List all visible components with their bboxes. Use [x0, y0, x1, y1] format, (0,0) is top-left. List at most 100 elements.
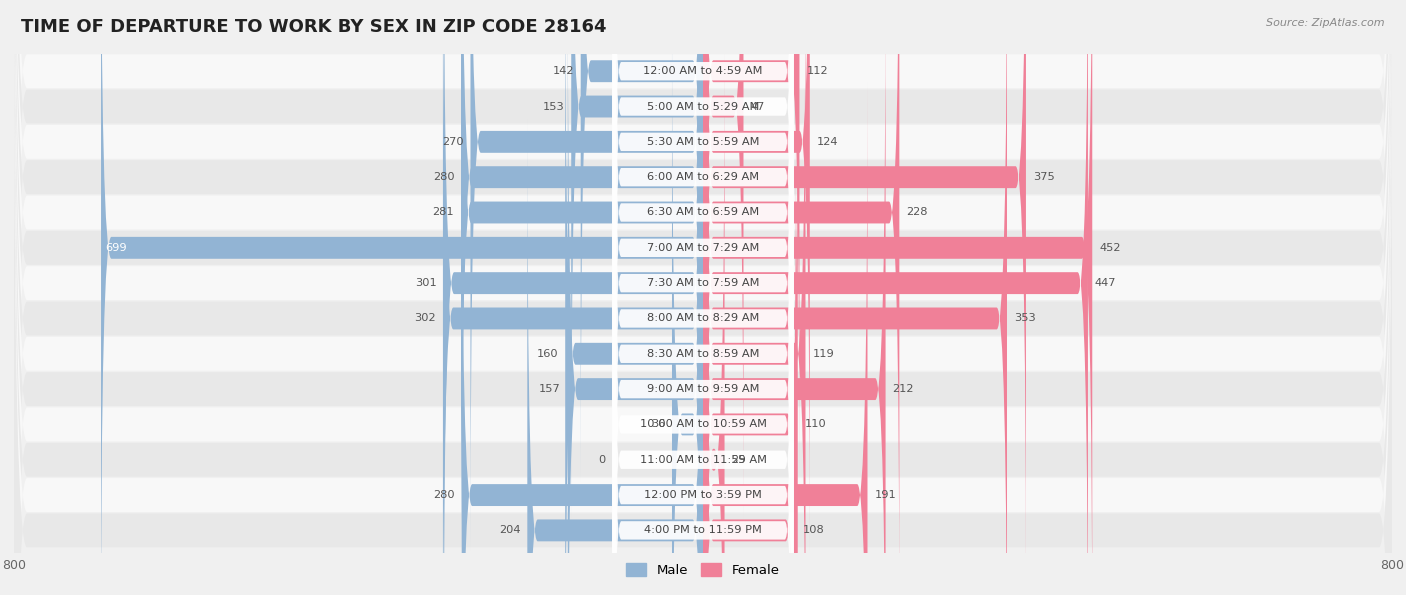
FancyBboxPatch shape — [703, 0, 744, 519]
FancyBboxPatch shape — [613, 0, 793, 450]
FancyBboxPatch shape — [613, 80, 793, 595]
FancyBboxPatch shape — [461, 0, 703, 590]
FancyBboxPatch shape — [568, 0, 703, 595]
FancyBboxPatch shape — [14, 0, 1392, 595]
FancyBboxPatch shape — [703, 0, 886, 595]
FancyBboxPatch shape — [527, 117, 703, 595]
FancyBboxPatch shape — [703, 0, 1007, 595]
Text: 280: 280 — [433, 172, 456, 182]
FancyBboxPatch shape — [672, 11, 703, 595]
Text: 124: 124 — [817, 137, 838, 147]
FancyBboxPatch shape — [613, 115, 793, 595]
FancyBboxPatch shape — [613, 10, 793, 595]
FancyBboxPatch shape — [444, 0, 703, 595]
FancyBboxPatch shape — [703, 117, 796, 595]
FancyBboxPatch shape — [703, 0, 806, 595]
Text: 281: 281 — [433, 208, 454, 218]
Text: 447: 447 — [1095, 278, 1116, 288]
FancyBboxPatch shape — [703, 0, 810, 555]
FancyBboxPatch shape — [613, 45, 793, 595]
FancyBboxPatch shape — [14, 17, 1392, 595]
Text: 375: 375 — [1033, 172, 1054, 182]
Text: 112: 112 — [807, 66, 828, 76]
Text: 6:00 AM to 6:29 AM: 6:00 AM to 6:29 AM — [647, 172, 759, 182]
Text: 353: 353 — [1014, 314, 1036, 324]
Text: 10:00 AM to 10:59 AM: 10:00 AM to 10:59 AM — [640, 419, 766, 430]
Text: 11:00 AM to 11:59 AM: 11:00 AM to 11:59 AM — [640, 455, 766, 465]
FancyBboxPatch shape — [613, 0, 793, 592]
FancyBboxPatch shape — [14, 0, 1392, 595]
FancyBboxPatch shape — [703, 11, 797, 595]
FancyBboxPatch shape — [703, 82, 868, 595]
Text: 191: 191 — [875, 490, 896, 500]
Text: 12:00 AM to 4:59 AM: 12:00 AM to 4:59 AM — [644, 66, 762, 76]
Text: 280: 280 — [433, 490, 456, 500]
Text: 4:00 PM to 11:59 PM: 4:00 PM to 11:59 PM — [644, 525, 762, 536]
Text: 5:00 AM to 5:29 AM: 5:00 AM to 5:29 AM — [647, 102, 759, 111]
Text: 8:30 AM to 8:59 AM: 8:30 AM to 8:59 AM — [647, 349, 759, 359]
FancyBboxPatch shape — [613, 0, 793, 595]
FancyBboxPatch shape — [471, 0, 703, 555]
FancyBboxPatch shape — [613, 0, 793, 595]
FancyBboxPatch shape — [613, 0, 793, 556]
FancyBboxPatch shape — [613, 0, 793, 415]
Text: 302: 302 — [415, 314, 436, 324]
FancyBboxPatch shape — [461, 82, 703, 595]
Text: 8:00 AM to 8:29 AM: 8:00 AM to 8:29 AM — [647, 314, 759, 324]
FancyBboxPatch shape — [14, 0, 1392, 595]
Text: 153: 153 — [543, 102, 564, 111]
FancyBboxPatch shape — [613, 0, 793, 521]
Text: 142: 142 — [553, 66, 574, 76]
Text: 7:00 AM to 7:29 AM: 7:00 AM to 7:29 AM — [647, 243, 759, 253]
Text: 7:30 AM to 7:59 AM: 7:30 AM to 7:59 AM — [647, 278, 759, 288]
FancyBboxPatch shape — [571, 0, 703, 519]
Text: 228: 228 — [907, 208, 928, 218]
FancyBboxPatch shape — [703, 47, 724, 595]
FancyBboxPatch shape — [703, 0, 900, 595]
Text: TIME OF DEPARTURE TO WORK BY SEX IN ZIP CODE 28164: TIME OF DEPARTURE TO WORK BY SEX IN ZIP … — [21, 18, 606, 36]
Text: 157: 157 — [538, 384, 561, 394]
FancyBboxPatch shape — [14, 0, 1392, 595]
FancyBboxPatch shape — [613, 151, 793, 595]
FancyBboxPatch shape — [613, 0, 793, 486]
FancyBboxPatch shape — [703, 0, 800, 484]
FancyBboxPatch shape — [14, 0, 1392, 595]
Legend: Male, Female: Male, Female — [626, 562, 780, 577]
FancyBboxPatch shape — [703, 0, 1092, 595]
FancyBboxPatch shape — [613, 186, 793, 595]
FancyBboxPatch shape — [703, 0, 1026, 590]
Text: 119: 119 — [813, 349, 834, 359]
Text: 699: 699 — [105, 243, 127, 253]
Text: 452: 452 — [1099, 243, 1121, 253]
FancyBboxPatch shape — [443, 0, 703, 595]
Text: 204: 204 — [499, 525, 520, 536]
FancyBboxPatch shape — [461, 0, 703, 595]
Text: 270: 270 — [441, 137, 464, 147]
Text: 108: 108 — [803, 525, 825, 536]
FancyBboxPatch shape — [565, 0, 703, 595]
FancyBboxPatch shape — [14, 0, 1392, 595]
Text: 47: 47 — [751, 102, 765, 111]
Text: 25: 25 — [731, 455, 745, 465]
FancyBboxPatch shape — [14, 0, 1392, 595]
Text: 301: 301 — [415, 278, 437, 288]
FancyBboxPatch shape — [14, 0, 1392, 584]
Text: 160: 160 — [537, 349, 558, 359]
Text: 6:30 AM to 6:59 AM: 6:30 AM to 6:59 AM — [647, 208, 759, 218]
FancyBboxPatch shape — [14, 0, 1392, 595]
Text: 9:00 AM to 9:59 AM: 9:00 AM to 9:59 AM — [647, 384, 759, 394]
FancyBboxPatch shape — [703, 0, 1088, 595]
FancyBboxPatch shape — [101, 0, 703, 595]
Text: 12:00 PM to 3:59 PM: 12:00 PM to 3:59 PM — [644, 490, 762, 500]
Text: 110: 110 — [804, 419, 827, 430]
Text: 36: 36 — [651, 419, 665, 430]
FancyBboxPatch shape — [14, 0, 1392, 595]
Text: 212: 212 — [893, 384, 914, 394]
FancyBboxPatch shape — [14, 0, 1392, 595]
Text: Source: ZipAtlas.com: Source: ZipAtlas.com — [1267, 18, 1385, 28]
Text: 5:30 AM to 5:59 AM: 5:30 AM to 5:59 AM — [647, 137, 759, 147]
FancyBboxPatch shape — [14, 0, 1392, 595]
Text: 0: 0 — [599, 455, 606, 465]
FancyBboxPatch shape — [14, 0, 1392, 595]
FancyBboxPatch shape — [581, 0, 703, 484]
